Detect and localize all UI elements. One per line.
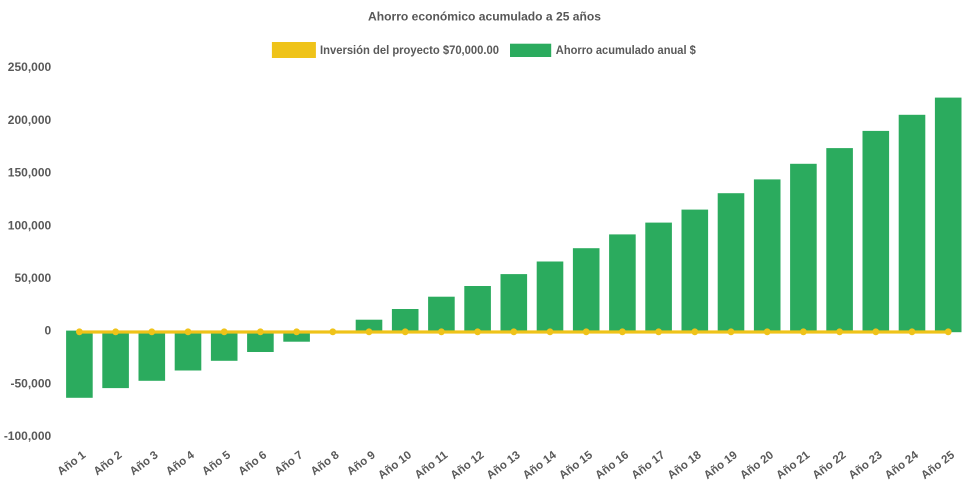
svg-text:100,000: 100,000	[8, 218, 52, 232]
svg-text:Año 8: Año 8	[309, 449, 342, 478]
svg-text:Año 12: Año 12	[449, 449, 487, 482]
svg-text:Año 10: Año 10	[376, 449, 414, 482]
svg-text:150,000: 150,000	[8, 166, 52, 180]
svg-text:Año 14: Año 14	[521, 449, 559, 482]
svg-text:Año 9: Año 9	[345, 449, 378, 478]
svg-text:250,000: 250,000	[8, 60, 52, 74]
svg-text:200,000: 200,000	[8, 113, 52, 127]
svg-text:Año 3: Año 3	[128, 449, 161, 478]
svg-text:Año 11: Año 11	[413, 449, 451, 482]
svg-text:Inversión del proyecto $70,000: Inversión del proyecto $70,000.00	[320, 43, 499, 57]
svg-text:Año 25: Año 25	[919, 449, 957, 482]
svg-text:Año 2: Año 2	[92, 449, 125, 478]
svg-text:Año 23: Año 23	[847, 449, 885, 482]
svg-text:Año 6: Año 6	[236, 449, 269, 478]
svg-text:Año 22: Año 22	[811, 449, 849, 482]
svg-text:Ahorro acumulado anual $: Ahorro acumulado anual $	[556, 43, 696, 57]
svg-text:Año 7: Año 7	[273, 449, 306, 478]
svg-text:Año 13: Año 13	[485, 449, 523, 482]
svg-text:Año 19: Año 19	[702, 449, 740, 482]
svg-text:-100,000: -100,000	[4, 429, 52, 443]
svg-text:Año 5: Año 5	[200, 449, 233, 478]
svg-text:Año 15: Año 15	[557, 449, 595, 482]
svg-text:Año 16: Año 16	[593, 449, 631, 482]
svg-text:50,000: 50,000	[14, 271, 51, 285]
svg-text:Año 21: Año 21	[774, 449, 812, 482]
svg-text:Año 1: Año 1	[55, 449, 88, 478]
svg-text:Año 24: Año 24	[883, 449, 921, 482]
svg-text:Año 20: Año 20	[738, 449, 776, 482]
svg-text:Año 18: Año 18	[666, 449, 704, 482]
svg-text:Año 17: Año 17	[630, 449, 668, 482]
svg-text:Año 4: Año 4	[164, 449, 197, 478]
svg-text:Ahorro económico acumulado a 2: Ahorro económico acumulado a 25 años	[368, 10, 601, 24]
svg-text:0: 0	[45, 324, 52, 338]
svg-text:-50,000: -50,000	[10, 376, 51, 390]
